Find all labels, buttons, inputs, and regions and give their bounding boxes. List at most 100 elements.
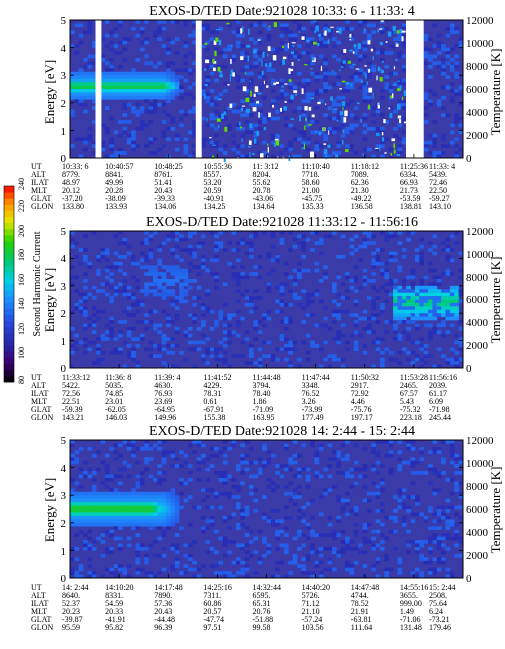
heatmap-cell	[292, 20, 298, 24]
heatmap-cell	[279, 282, 285, 287]
heatmap-cell	[109, 64, 114, 69]
heatmap-cell	[397, 440, 403, 444]
heatmap-cell	[323, 89, 328, 93]
heatmap-cell	[183, 553, 189, 558]
heatmap-cell	[161, 71, 167, 76]
heatmap-cell	[423, 37, 429, 41]
heatmap-cell	[292, 440, 298, 444]
heatmap-cell	[393, 126, 398, 131]
heatmap-cell	[297, 471, 302, 475]
heatmap-cell	[393, 278, 398, 283]
panel-1-ylabel-left: Energy [eV]	[42, 60, 57, 124]
heatmap-cell	[222, 543, 228, 548]
noise-mark	[343, 49, 347, 53]
heatmap-cell	[91, 519, 97, 524]
noise-mark	[399, 119, 402, 124]
heatmap-cell	[100, 92, 106, 97]
heatmap-cell	[458, 116, 464, 121]
heatmap-cell	[126, 536, 132, 541]
heatmap-cell	[414, 316, 420, 321]
heatmap-cell	[362, 344, 368, 348]
heatmap-cell	[126, 326, 132, 331]
heatmap-cell	[240, 316, 245, 321]
heatmap-cell	[91, 296, 97, 300]
heatmap-cell	[454, 536, 459, 541]
heatmap-cell	[240, 471, 245, 475]
heatmap-cell	[436, 302, 442, 307]
panel-2-title: EXOS-D/TED Date:921028 11:33:12 - 11:56:…	[146, 215, 418, 230]
noise-mark	[301, 36, 305, 40]
heatmap-cell	[87, 95, 93, 100]
heatmap-cell	[432, 61, 438, 66]
heatmap-cell	[349, 484, 355, 489]
heatmap-cell	[345, 144, 350, 148]
heatmap-cell	[205, 350, 211, 355]
heatmap-cell	[266, 477, 272, 482]
heatmap-cell	[371, 272, 376, 276]
heatmap-cell	[91, 71, 97, 76]
heatmap-cell	[174, 543, 180, 548]
heatmap-cell	[174, 37, 180, 41]
heatmap-cell	[126, 330, 132, 335]
heatmap-cell	[279, 89, 285, 93]
heatmap-cell	[144, 495, 149, 499]
heatmap-cell	[170, 505, 176, 510]
heatmap-cell	[231, 560, 237, 565]
orbit-cell-glat: -57.24	[302, 615, 323, 624]
noise-mark	[401, 30, 406, 33]
heatmap-cell	[218, 505, 224, 510]
heatmap-cell	[288, 147, 293, 152]
heatmap-cell	[458, 505, 464, 510]
heatmap-cell	[113, 491, 119, 496]
heatmap-cell	[262, 553, 267, 558]
heatmap-cell	[340, 123, 346, 128]
noise-mark	[252, 107, 257, 112]
heatmap-cell	[183, 268, 189, 273]
heatmap-cell	[104, 258, 110, 263]
heatmap-cell	[126, 502, 132, 506]
heatmap-cell	[118, 481, 123, 486]
heatmap-cell	[283, 282, 289, 287]
heatmap-cell	[336, 40, 342, 45]
heatmap-cell	[445, 61, 451, 66]
heatmap-cell	[152, 231, 158, 235]
heatmap-cell	[432, 488, 438, 493]
heatmap-cell	[83, 234, 88, 239]
noise-mark	[363, 28, 366, 32]
heatmap-cell	[441, 44, 446, 48]
noise-mark	[229, 73, 234, 77]
heatmap-cell	[201, 340, 206, 345]
heatmap-cell	[393, 306, 398, 311]
heatmap-cell	[148, 106, 154, 110]
heatmap-cell	[428, 333, 433, 338]
heatmap-cell	[270, 234, 276, 239]
heatmap-cell	[126, 102, 132, 107]
heatmap-cell	[288, 347, 293, 352]
heatmap-cell	[428, 323, 433, 328]
heatmap-cell	[297, 495, 302, 499]
heatmap-cell	[161, 471, 167, 475]
heatmap-cell	[449, 47, 455, 52]
heatmap-cell	[231, 477, 237, 482]
heatmap-cell	[131, 26, 136, 31]
orbit-cell-glon: 143.21	[62, 413, 84, 422]
heatmap-cell	[428, 526, 433, 530]
heatmap-cell	[332, 533, 337, 537]
heatmap-cell	[441, 515, 446, 520]
heatmap-cell	[445, 574, 451, 579]
heatmap-cell	[144, 512, 149, 517]
noise-mark	[322, 127, 325, 131]
heatmap-cell	[174, 495, 180, 499]
heatmap-cell	[83, 30, 88, 35]
heatmap-cell	[279, 309, 285, 314]
heatmap-cell	[454, 533, 459, 537]
heatmap-cell	[87, 505, 93, 510]
heatmap-cell	[161, 450, 167, 455]
orbit-cell-glon: 131.48	[400, 623, 422, 632]
heatmap-cell	[270, 137, 276, 142]
noise-mark	[298, 31, 300, 33]
heatmap-cell	[196, 443, 202, 448]
heatmap-cell	[327, 33, 333, 38]
heatmap-cell	[292, 296, 298, 300]
heatmap-cell	[104, 515, 110, 520]
